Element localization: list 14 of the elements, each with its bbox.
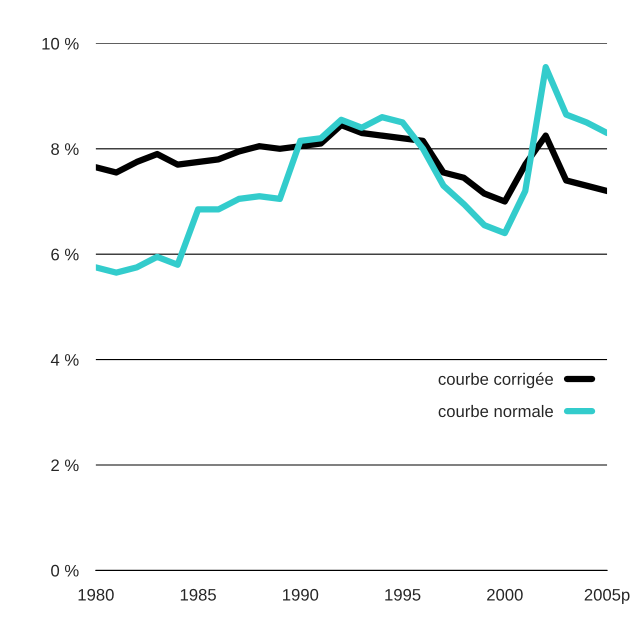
x-tick-label: 1985 <box>180 588 216 601</box>
y-tick-label: 0 % <box>51 564 79 577</box>
y-tick-label: 8 % <box>51 143 79 156</box>
y-tick-label: 10 % <box>42 38 79 50</box>
legend-label: courbe normale <box>438 404 553 418</box>
x-tick-label: 1990 <box>283 588 318 601</box>
x-tick-label: 1995 <box>385 588 420 601</box>
x-tick-label: 2000 <box>487 588 523 601</box>
y-tick-label: 2 % <box>51 459 79 472</box>
legend-label: courbe corrigée <box>438 372 553 388</box>
x-tick-label: 1980 <box>78 588 114 601</box>
y-tick-label: 4 % <box>50 354 79 366</box>
x-tick-label: 2005p <box>584 588 630 604</box>
y-tick-label: 6 % <box>51 248 79 260</box>
